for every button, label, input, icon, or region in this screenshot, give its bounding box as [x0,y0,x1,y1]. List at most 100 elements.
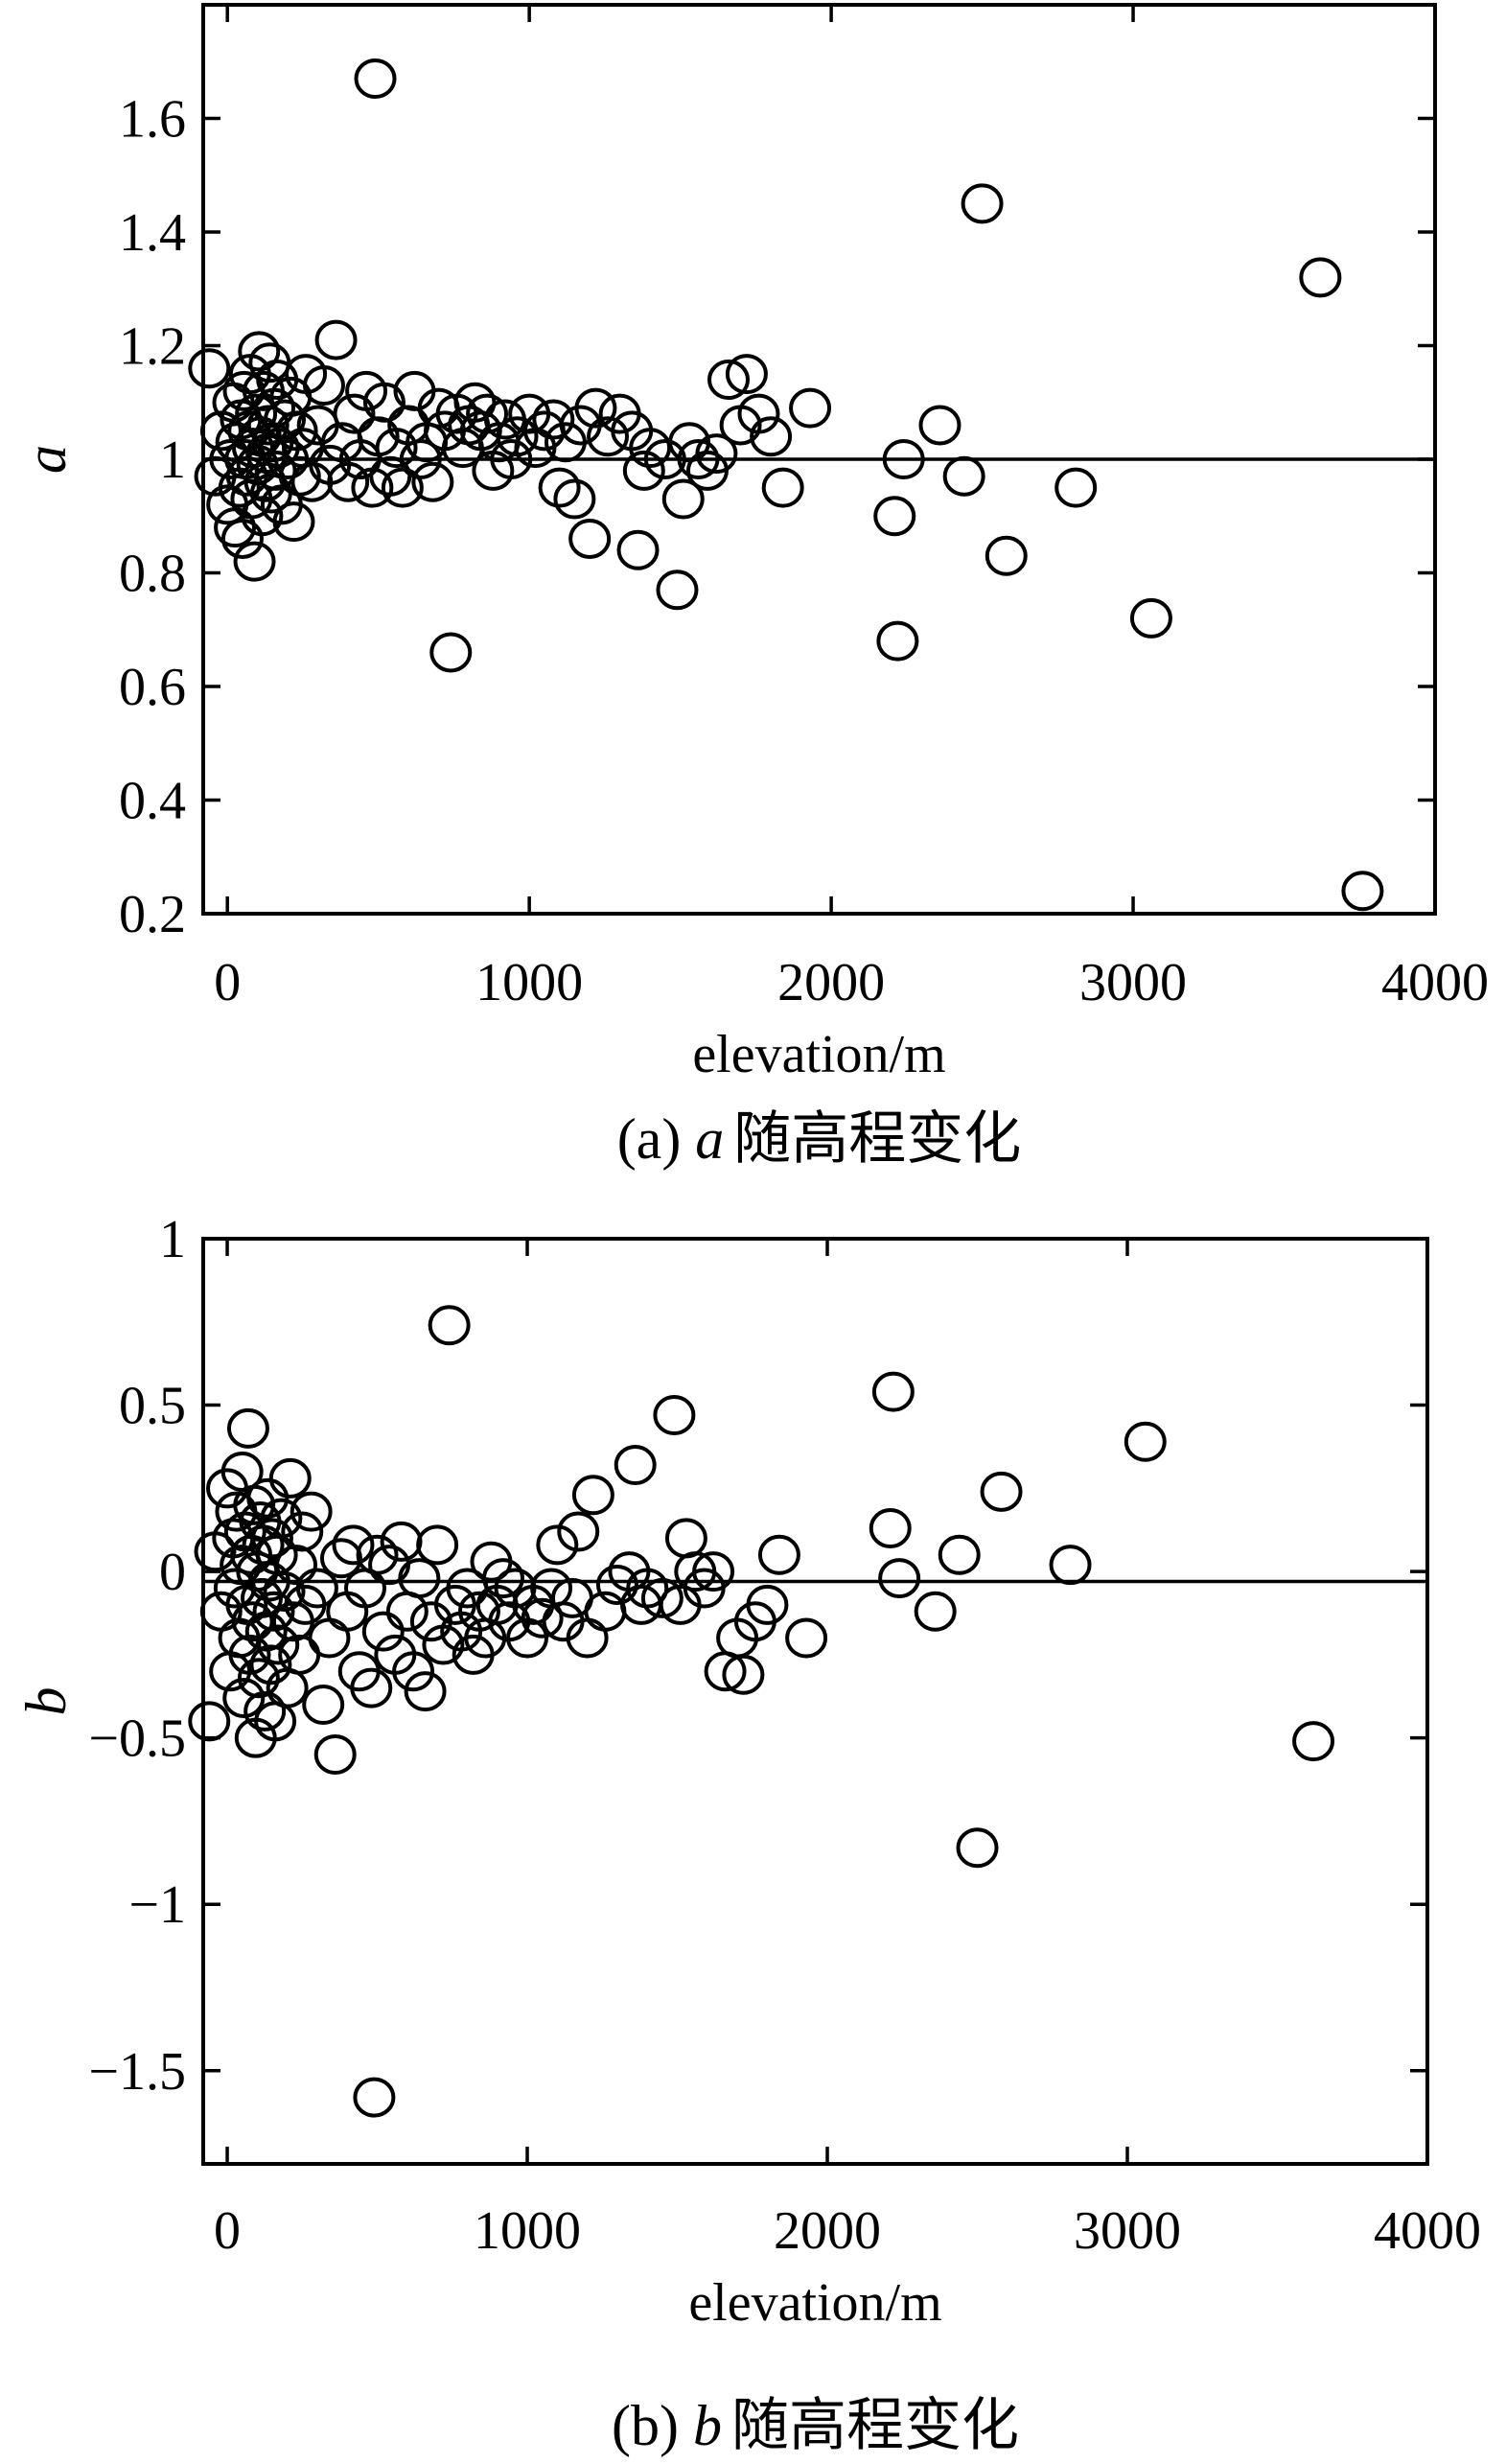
data-point [622,450,665,491]
y-tick-label: 1 [159,430,186,490]
data-point [302,1684,345,1725]
data-point [313,1734,357,1776]
data-point [466,393,509,434]
y-tick-label: 0.2 [119,885,186,944]
data-point [574,387,617,429]
data-point [333,393,376,434]
data-point [1124,1421,1167,1462]
data-point [356,1534,399,1575]
data-point [616,529,660,570]
data-point [961,183,1004,224]
y-tick-label: −0.5 [88,1709,186,1769]
data-point [1299,257,1342,298]
data-point [319,1538,362,1579]
data-point [871,1371,915,1412]
x-tick-label: 4000 [1381,953,1489,1012]
data-point [521,1597,564,1639]
x-tick-label: 2000 [777,953,885,1012]
data-point [595,1565,638,1606]
caption-text: 随高程变化 [733,1107,1021,1171]
data-point [587,416,630,457]
data-point [876,620,919,662]
data-point [250,1518,293,1559]
data-point [398,1558,441,1599]
data-point [985,535,1028,576]
data-point [536,1524,579,1566]
data-point [416,1524,459,1566]
caption-text: 随高程变化 [731,2394,1019,2457]
x-tick-label: 2000 [774,2201,881,2261]
data-point [332,1524,375,1566]
data-point [761,467,804,508]
data-point [1129,597,1172,639]
x-tick-label: 0 [214,2201,241,2261]
data-point [275,410,318,452]
data-point [869,1507,912,1548]
data-point [614,1445,657,1486]
data-point [722,1654,765,1695]
x-axis-title: elevation/m [692,1025,945,1084]
y-tick-label: 0.6 [119,658,186,717]
data-point [399,439,442,479]
data-point [785,1617,828,1659]
data-point [411,461,454,502]
data-point [707,360,751,401]
chart-panel-a: 0 1000 2000 3000 4000 0.2 0.4 0.6 0.8 1 1.2 1.4 1.6 e… [14,3,1489,1171]
data-point [506,1617,549,1659]
data-point [327,461,370,502]
data-point [873,496,916,537]
chart-panel-b: 0 1000 2000 3000 4000 −1.5 −1 −0.5 0 0.5 1 elevatio… [14,1210,1481,2457]
data-point [353,2077,396,2118]
y-tick-label: 1.2 [119,317,186,377]
caption-variable: a [695,1107,724,1171]
data-point [260,1498,303,1539]
data-point [568,518,612,559]
plot-frame [201,1237,1429,2166]
caption-variable: b [693,2394,722,2457]
figure-caption: (a) a 随高程变化 [617,1107,1022,1171]
x-tick-label: 1000 [475,953,583,1012]
data-point [481,1558,524,1599]
y-axis-title: b [14,1687,78,1716]
data-point [237,1658,280,1699]
data-point [263,1570,306,1612]
data-point [392,1651,435,1692]
x-tick-label: 4000 [1374,2201,1481,2261]
data-point [878,1558,921,1599]
data-point [290,1491,333,1532]
data-point [789,387,832,429]
data-point [233,541,276,582]
data-point [737,393,780,434]
data-point [222,1678,266,1719]
data-point [272,501,315,543]
data-point [980,1471,1023,1512]
data-point [457,1591,500,1632]
data-point [746,1584,789,1625]
data-point [252,1591,295,1632]
data-point [882,439,925,479]
y-tick-label: 0 [159,1543,186,1602]
x-tick-label: 3000 [1074,2201,1181,2261]
data-point [275,1545,318,1586]
data-point [429,632,473,673]
data-point [354,58,397,100]
y-tick-label: 0.4 [119,772,186,831]
data-point [661,478,705,520]
caption-prefix: (b) [612,2394,693,2457]
y-tick-label: 0.8 [119,545,186,604]
y-tick-label: 0.5 [119,1377,186,1436]
data-point [281,1511,324,1552]
caption-prefix: (a) [617,1107,696,1171]
data-point [750,416,793,457]
data-point [692,1551,735,1592]
data-point [188,348,231,389]
data-point [656,570,699,611]
x-tick-label: 1000 [474,2201,581,2261]
x-tick-label: 0 [214,953,241,1012]
data-point [938,1534,981,1575]
data-point [571,1475,614,1516]
data-point [361,1611,405,1652]
data-point [538,467,581,508]
y-tick-label: −1 [128,1875,186,1935]
y-tick-label: −1.5 [88,2042,186,2102]
